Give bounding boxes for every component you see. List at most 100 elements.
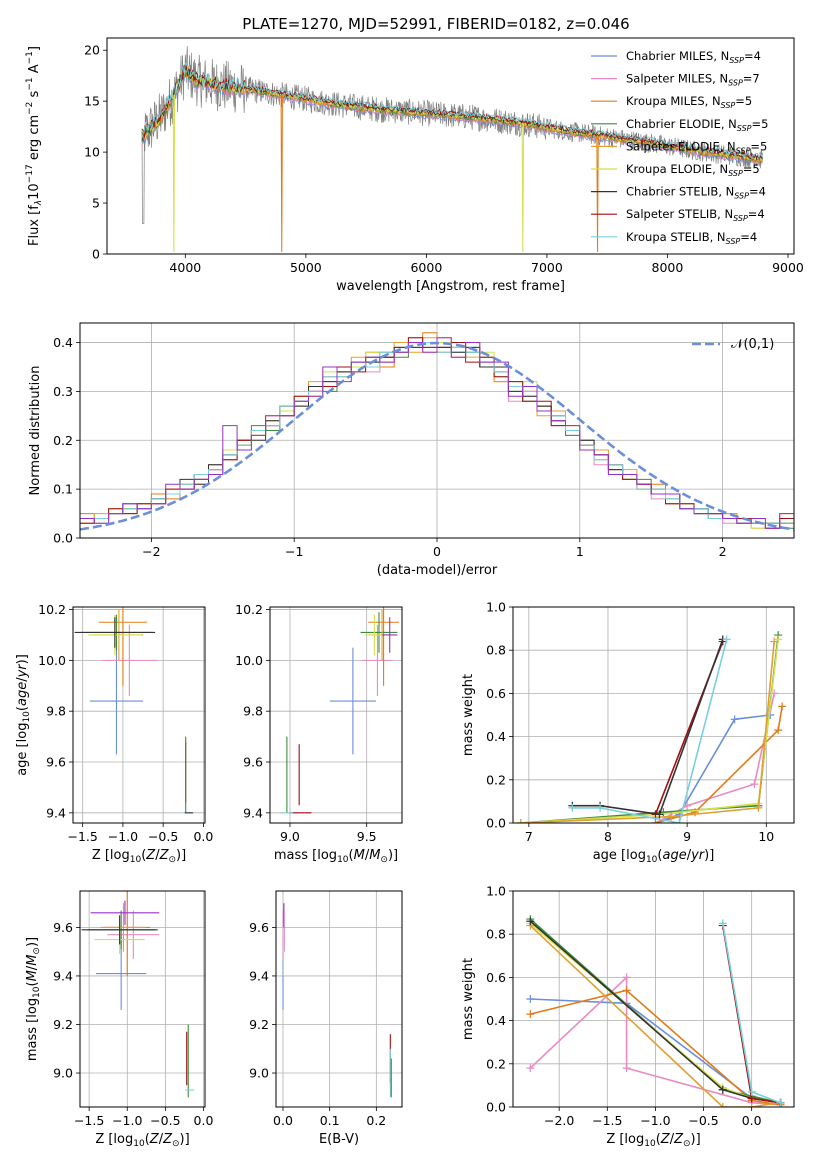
plus-marker bbox=[526, 1064, 535, 1073]
y-tick-label: 5 bbox=[92, 196, 100, 211]
mass-weight-line bbox=[520, 635, 779, 823]
plus-marker bbox=[622, 973, 631, 982]
mass-weight-line bbox=[572, 639, 724, 816]
y-tick-label: 9.0 bbox=[53, 1066, 73, 1081]
y-tick-label: 9.2 bbox=[249, 1017, 269, 1032]
x-tick-label: −1.0 bbox=[108, 829, 138, 844]
x-tick-label: −0.5 bbox=[688, 1113, 718, 1128]
y-tick-label: 10.0 bbox=[235, 653, 263, 668]
legend-entry: Salpeter MILES, NSSP=7 bbox=[626, 72, 760, 88]
x-axis-label: E(B-V) bbox=[319, 1132, 359, 1147]
plot-area bbox=[81, 891, 195, 1098]
mass-weight-line bbox=[572, 639, 728, 823]
axes-frame bbox=[79, 890, 206, 1108]
histogram-step-line bbox=[80, 337, 794, 529]
legend-entry: 𝒩(0,1) bbox=[731, 337, 774, 352]
figure-title: PLATE=1270, MJD=52991, FIBERID=0182, z=0… bbox=[242, 15, 629, 33]
legend-entry: Salpeter ELODIE, NSSP=5 bbox=[626, 139, 767, 155]
mass-weight-line bbox=[530, 989, 781, 1106]
plot-area bbox=[516, 631, 787, 823]
legend-entry: Kroupa ELODIE, NSSP=5 bbox=[626, 162, 760, 178]
y-tick-label: 9.6 bbox=[53, 920, 73, 935]
mass-weight-line bbox=[655, 706, 783, 823]
spectral-dip-line bbox=[596, 135, 599, 252]
x-axis-label: Z [log10(Z/Z⊙)] bbox=[95, 1132, 189, 1149]
y-axis-label: mass weight bbox=[461, 674, 476, 756]
y-tick-label: 10.2 bbox=[235, 602, 263, 617]
plot-area bbox=[74, 607, 194, 814]
mass-weight-line bbox=[520, 639, 779, 823]
plus-marker bbox=[526, 995, 535, 1003]
y-tick-label: 9.4 bbox=[53, 968, 73, 983]
x-tick-label: −1.5 bbox=[67, 829, 97, 844]
mass-weight-line bbox=[520, 641, 775, 823]
plus-marker bbox=[730, 715, 739, 724]
y-tick-label: 0.0 bbox=[486, 816, 506, 831]
mass-weight-line bbox=[655, 714, 771, 823]
axes-frame bbox=[512, 606, 795, 824]
y-tick-label: 0.2 bbox=[486, 1056, 506, 1071]
x-axis-label: (data-model)/error bbox=[377, 563, 498, 578]
axes-frame bbox=[72, 606, 206, 824]
y-tick-label: 0.4 bbox=[486, 1013, 506, 1028]
spectral-dip-line bbox=[521, 123, 525, 252]
y-tick-label: 0.6 bbox=[486, 686, 506, 701]
y-tick-label: 0.6 bbox=[486, 970, 506, 985]
x-axis-label: age [log10(age/yr)] bbox=[593, 848, 715, 865]
plus-marker bbox=[622, 1064, 631, 1073]
plot-area bbox=[280, 607, 399, 814]
plus-marker bbox=[596, 803, 605, 812]
panel-mass-vs-Z: −1.5 −1.0 −0.5 0.0 9.0 9.2 9.4 9.6 Z [log10(Z/Z⊙… bbox=[25, 890, 214, 1149]
y-tick-label: 10.0 bbox=[38, 653, 66, 668]
plus-marker bbox=[778, 702, 787, 711]
y-tick-label: 10 bbox=[84, 145, 100, 160]
x-tick-label: 0.0 bbox=[194, 1113, 214, 1128]
plus-marker bbox=[747, 1103, 756, 1107]
x-tick-label: −1.5 bbox=[592, 1113, 622, 1128]
x-tick-label: 5000 bbox=[290, 260, 322, 275]
mass-weight-line bbox=[529, 925, 781, 1107]
x-tick-label: 8 bbox=[604, 829, 612, 844]
x-tick-label: −2.0 bbox=[544, 1113, 574, 1128]
y-axis-label: Flux [fλ10−17 erg cm−2 s−1 A−1] bbox=[25, 46, 44, 246]
plus-marker bbox=[675, 819, 684, 823]
panel-mass-vs-EBV: 0.0 0.1 0.2 9.0 9.2 9.4 9.6 E(B-V) bbox=[249, 890, 403, 1147]
plus-marker bbox=[718, 1103, 727, 1107]
plus-marker bbox=[516, 819, 525, 823]
axes-frame bbox=[79, 322, 795, 539]
y-tick-label: 0 bbox=[92, 247, 100, 262]
y-axis-label: Normed distribution bbox=[28, 366, 43, 496]
plus-marker bbox=[667, 812, 676, 821]
y-tick-label: 0.1 bbox=[53, 482, 73, 497]
normal-reference-curve bbox=[80, 341, 794, 531]
y-tick-label: 10.2 bbox=[38, 602, 66, 617]
plus-marker bbox=[526, 1010, 535, 1019]
x-tick-label: 0.0 bbox=[742, 1113, 762, 1128]
y-tick-label: 0.0 bbox=[53, 531, 73, 546]
x-tick-label: 0.2 bbox=[366, 1113, 386, 1128]
y-tick-label: 9.8 bbox=[243, 704, 263, 719]
legend-entry: Chabrier ELODIE, NSSP=5 bbox=[626, 117, 768, 133]
axes-frame bbox=[275, 890, 403, 1108]
x-axis-label: wavelength [Angstrom, rest frame] bbox=[336, 279, 565, 294]
x-tick-label: −0.5 bbox=[148, 829, 178, 844]
plus-marker bbox=[722, 635, 731, 644]
x-tick-label: 2 bbox=[719, 544, 727, 559]
y-tick-label: 9.4 bbox=[46, 805, 66, 820]
y-axis-label: mass weight bbox=[461, 958, 476, 1040]
x-tick-label: −1.0 bbox=[112, 1113, 142, 1128]
x-tick-label: 7 bbox=[525, 829, 533, 844]
axes-frame bbox=[512, 890, 795, 1108]
y-tick-label: 0.4 bbox=[53, 335, 73, 350]
panel-age-vs-Z: −1.5 −1.0 −0.5 0.0 9.4 9.6 9.8 10.0 10.2 Z [log10… bbox=[15, 602, 213, 865]
y-tick-label: 15 bbox=[84, 94, 100, 109]
x-axis-label: Z [log10(Z/Z⊙)] bbox=[92, 848, 186, 865]
model-spectrum-line bbox=[141, 65, 764, 161]
x-tick-label: 9.0 bbox=[280, 829, 300, 844]
plus-marker bbox=[622, 986, 631, 995]
x-tick-label: 4000 bbox=[169, 260, 201, 275]
y-tick-label: 0.3 bbox=[53, 384, 73, 399]
x-tick-label: −1 bbox=[285, 544, 303, 559]
plus-marker bbox=[754, 803, 763, 812]
